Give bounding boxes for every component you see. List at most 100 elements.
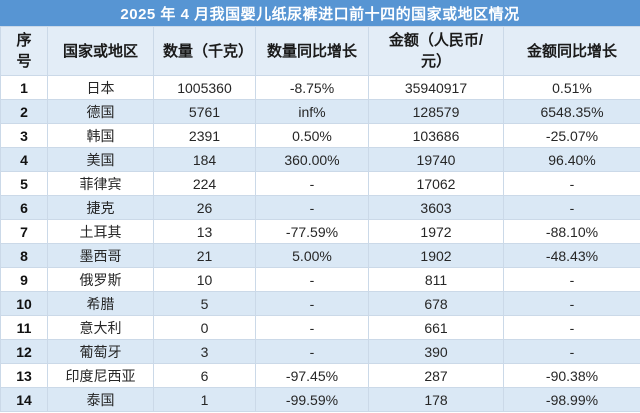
table-cell: 1 [153, 387, 256, 412]
table-cell: 103686 [368, 123, 504, 148]
table-cell: 224 [153, 171, 256, 196]
header-row: 序号 国家或地区 数量（千克） 数量同比增长 金额（人民币/元） 金额同比增长 [0, 26, 640, 76]
column-header-country: 国家或地区 [47, 26, 154, 76]
table-cell: 意大利 [47, 315, 154, 340]
column-header-quantity: 数量（千克） [153, 26, 256, 76]
table-row: 4 美国 184 360.00% 19740 96.40% [0, 147, 640, 172]
table-cell: - [503, 267, 640, 292]
table-cell: 6 [0, 195, 48, 220]
table-cell: 日本 [47, 75, 154, 100]
table-row: 5 菲律宾 224-17062- [0, 171, 640, 196]
column-header-amount-growth: 金额同比增长 [503, 26, 640, 76]
table-cell: 墨西哥 [47, 243, 154, 268]
table-cell: 7 [0, 219, 48, 244]
table-cell: 5761 [153, 99, 256, 124]
table-cell: 6548.35% [503, 99, 640, 124]
table-row: 2 德国 5761 inf% 128579 6548.35% [0, 99, 640, 124]
column-header-index: 序号 [0, 26, 48, 76]
table-cell: 128579 [368, 99, 504, 124]
table-cell: - [503, 339, 640, 364]
table-cell: -77.59% [255, 219, 369, 244]
table-row: 7 土耳其 13 -77.59% 1972 -88.10% [0, 219, 640, 244]
table-cell: 26 [153, 195, 256, 220]
table-cell: 811 [368, 267, 504, 292]
table-cell: 0.50% [255, 123, 369, 148]
table-cell: 希腊 [47, 291, 154, 316]
table-cell: 35940917 [368, 75, 504, 100]
table-row: 8 墨西哥 21 5.00% 1902 -48.43% [0, 243, 640, 268]
table-cell: 5 [153, 291, 256, 316]
table-cell: -8.75% [255, 75, 369, 100]
table-cell: 3 [0, 123, 48, 148]
table-cell: 泰国 [47, 387, 154, 412]
table-cell: 美国 [47, 147, 154, 172]
table-cell: - [503, 315, 640, 340]
table-cell: 96.40% [503, 147, 640, 172]
table-row: 10 希腊 5-678- [0, 291, 640, 316]
table-row: 1 日本 1005360 -8.75% 35940917 0.51% [0, 75, 640, 100]
table-cell: 678 [368, 291, 504, 316]
table-cell: 661 [368, 315, 504, 340]
table-cell: - [255, 267, 369, 292]
import-data-table: 序号 国家或地区 数量（千克） 数量同比增长 金额（人民币/元） 金额同比增长 … [0, 26, 640, 412]
column-header-amount: 金额（人民币/元） [368, 26, 504, 76]
table-row: 14 泰国 1 -99.59% 178 -98.99% [0, 387, 640, 412]
table-cell: 11 [0, 315, 48, 340]
table-cell: 360.00% [255, 147, 369, 172]
table-cell: 俄罗斯 [47, 267, 154, 292]
table-cell: 3603 [368, 195, 504, 220]
table-title: 2025 年 4 月我国婴儿纸尿裤进口前十四的国家或地区情况 [120, 5, 520, 23]
table-row: 3 韩国 2391 0.50% 103686 -25.07% [0, 123, 640, 148]
table-body: 1 日本 1005360 -8.75% 35940917 0.51% 2 德国 5761 inf%… [0, 75, 640, 412]
table-cell: -25.07% [503, 123, 640, 148]
table-cell: 10 [0, 291, 48, 316]
table-cell: 10 [153, 267, 256, 292]
table-cell: 9 [0, 267, 48, 292]
table-header: 序号 国家或地区 数量（千克） 数量同比增长 金额（人民币/元） 金额同比增长 [0, 26, 640, 76]
table-row: 6 捷克 26-3603- [0, 195, 640, 220]
table-cell: 5.00% [255, 243, 369, 268]
table-cell: 2391 [153, 123, 256, 148]
table-cell: - [255, 315, 369, 340]
table-cell: inf% [255, 99, 369, 124]
table-cell: 5 [0, 171, 48, 196]
table-cell: -98.99% [503, 387, 640, 412]
table-cell: 14 [0, 387, 48, 412]
table-cell: -88.10% [503, 219, 640, 244]
table-cell: 0.51% [503, 75, 640, 100]
table-cell: - [503, 195, 640, 220]
table-cell: 12 [0, 339, 48, 364]
table-cell: 3 [153, 339, 256, 364]
table-row: 11 意大利 0-661- [0, 315, 640, 340]
table-cell: 390 [368, 339, 504, 364]
column-header-quantity-growth: 数量同比增长 [255, 26, 369, 76]
table-cell: 菲律宾 [47, 171, 154, 196]
table-cell: - [255, 291, 369, 316]
table-cell: -90.38% [503, 363, 640, 388]
table-cell: - [503, 171, 640, 196]
table-title-bar: 2025 年 4 月我国婴儿纸尿裤进口前十四的国家或地区情况 [0, 0, 640, 26]
table-cell: 土耳其 [47, 219, 154, 244]
table-cell: 0 [153, 315, 256, 340]
table-cell: 印度尼西亚 [47, 363, 154, 388]
table-row: 9 俄罗斯 10-811- [0, 267, 640, 292]
table-row: 12 葡萄牙 3-390- [0, 339, 640, 364]
table-cell: 1005360 [153, 75, 256, 100]
table-cell: 21 [153, 243, 256, 268]
table-cell: 8 [0, 243, 48, 268]
table-cell: -99.59% [255, 387, 369, 412]
table-cell: 4 [0, 147, 48, 172]
table-cell: -97.45% [255, 363, 369, 388]
table-cell: - [255, 171, 369, 196]
table-cell: 287 [368, 363, 504, 388]
table-cell: 韩国 [47, 123, 154, 148]
table-cell: 2 [0, 99, 48, 124]
table-cell: 19740 [368, 147, 504, 172]
table-cell: 178 [368, 387, 504, 412]
table-cell: -48.43% [503, 243, 640, 268]
table-row: 13 印度尼西亚 6 -97.45% 287 -90.38% [0, 363, 640, 388]
table-cell: 1902 [368, 243, 504, 268]
table-cell: 葡萄牙 [47, 339, 154, 364]
table-cell: 13 [153, 219, 256, 244]
table-cell: 13 [0, 363, 48, 388]
